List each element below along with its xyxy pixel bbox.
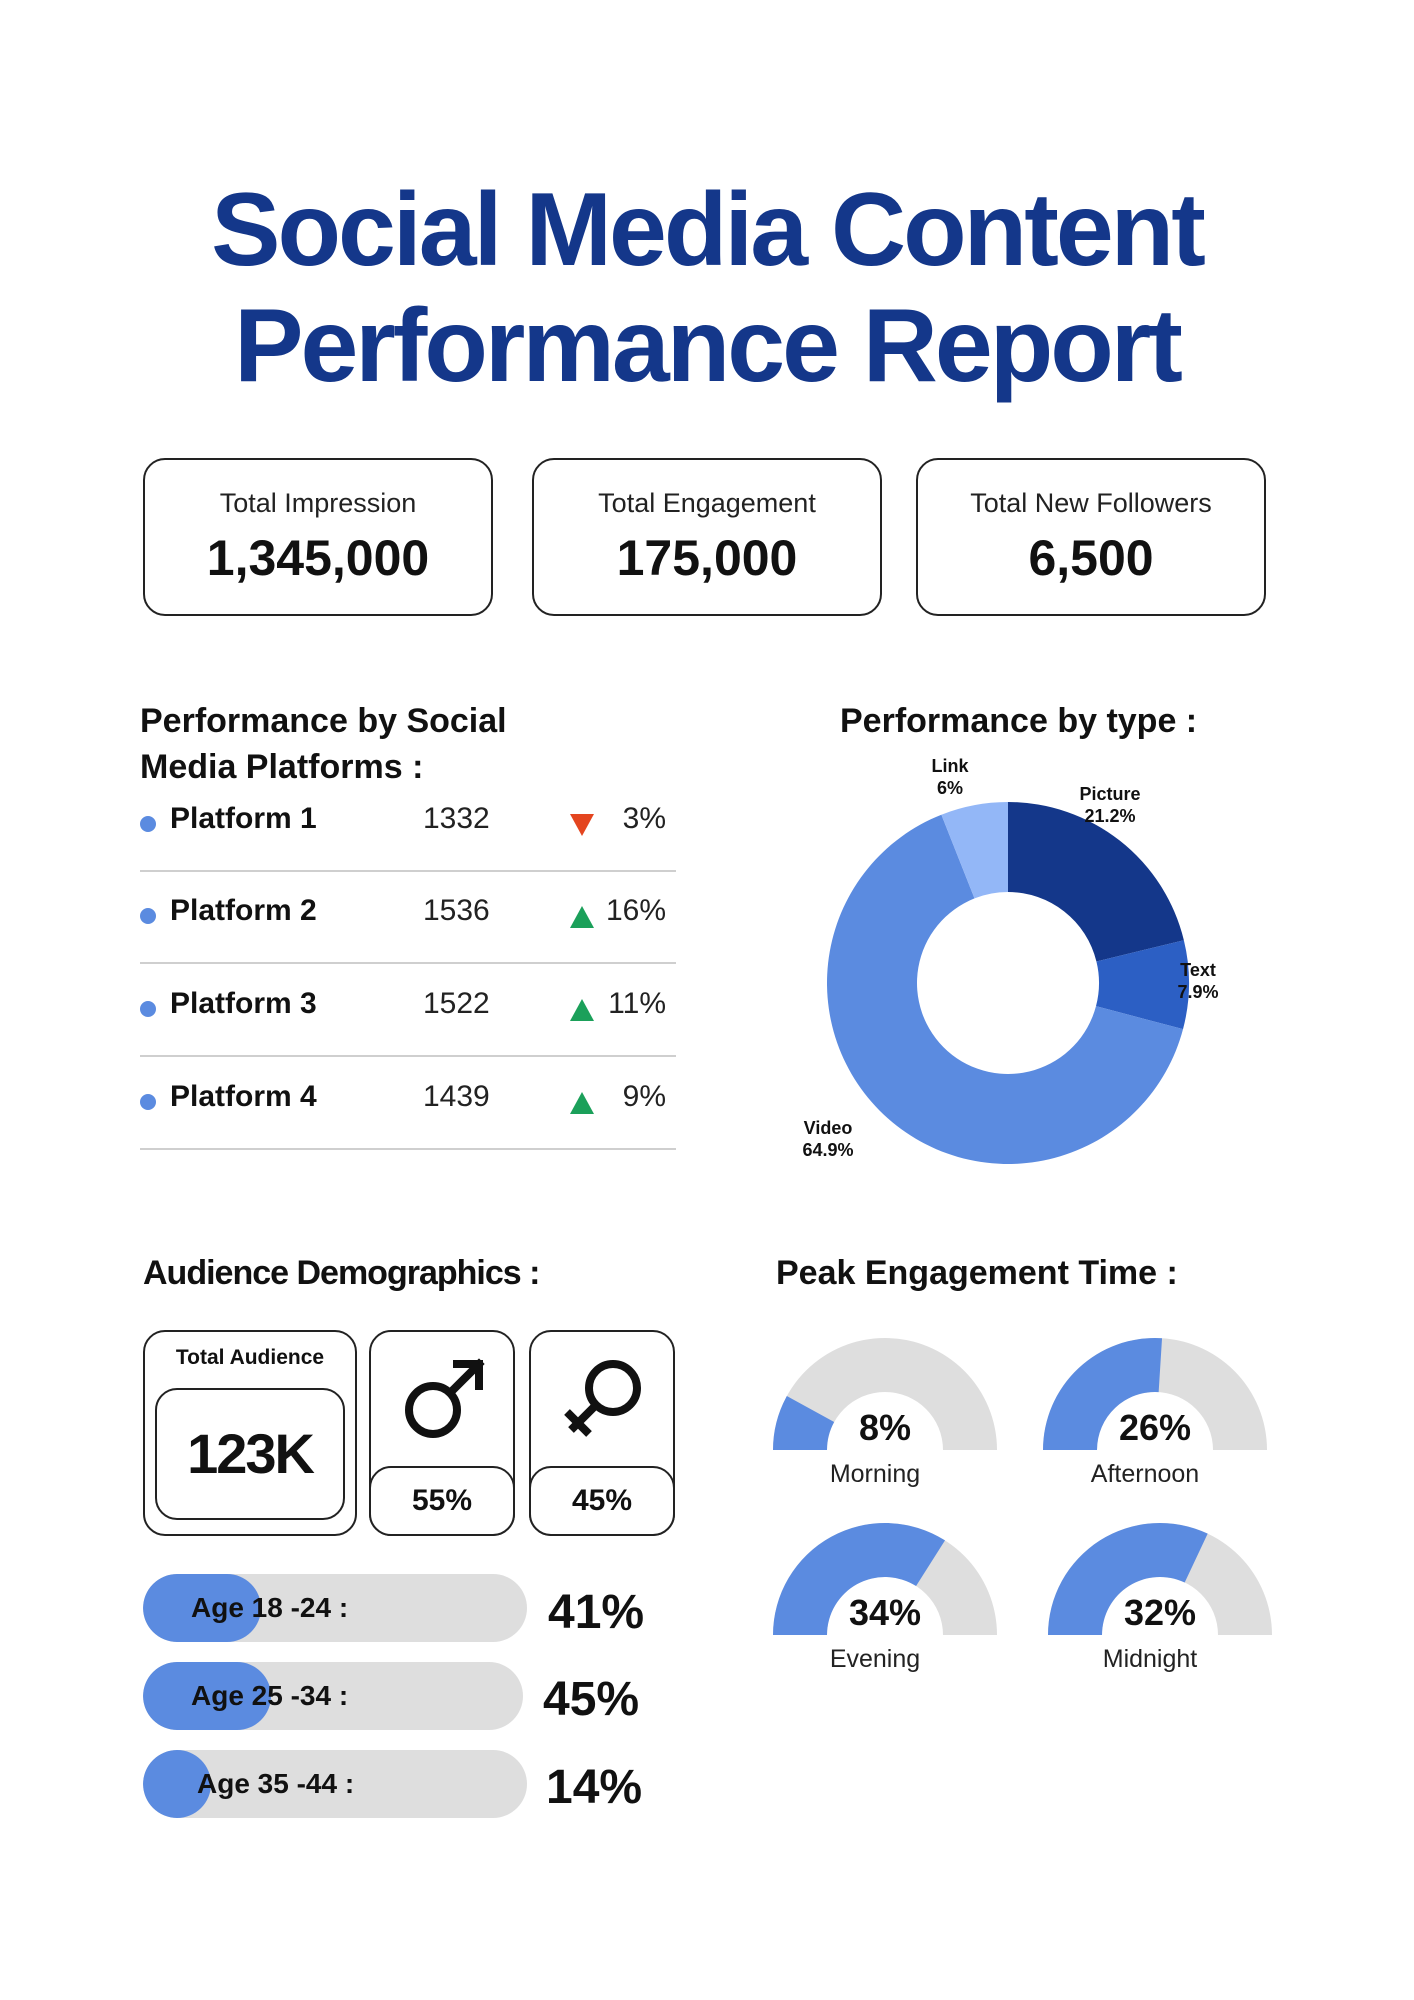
donut-label: Picture [1079,784,1140,804]
donut-slice-picture [1008,802,1184,962]
kpi-label: Total Impression [219,488,417,518]
platform-value: 1439 [423,1080,490,1113]
age-bar-fill [143,1750,211,1818]
kpi-value: 1,345,000 [206,530,430,586]
kpi-card-engagement: Total Engagement 175,000 [532,458,882,616]
donut-label: Video [804,1118,853,1138]
male-percentage: 55% [369,1466,515,1536]
donut-value-label: 6% [937,778,963,798]
trend-down-icon [570,814,594,836]
platform-name: Platform 3 [170,987,317,1020]
trend-up-icon [570,999,594,1021]
age-bar-label: Age 25 -34 : [191,1680,349,1711]
trend-up-icon [570,1092,594,1114]
gauge-fill [773,1523,946,1635]
age-bar-label: Age 18 -24 : [191,1592,349,1623]
platform-name: Platform 1 [170,802,317,835]
gauge-afternoon: 26% Afternoon [1043,1338,1267,1488]
age-bar-value: 14% [546,1761,643,1814]
age-bar-label: Age 35 -44 : [197,1768,355,1799]
female-card: 45% [529,1330,675,1536]
age-bar-track: Age 25 -34 : [143,1662,523,1730]
gauge-label: Morning [830,1460,920,1488]
type-chart-heading: Performance by type : [840,702,1198,740]
gauge-midnight: 32% Midnight [1048,1523,1272,1673]
demographics-heading: Audience Demographics : [143,1254,540,1292]
gauge-fill [773,1396,835,1450]
platforms-heading: Performance by Social Media Platforms : [140,698,507,790]
age-bar-track: Age 35 -44 : [143,1750,527,1818]
kpi-label: Total Engagement [598,488,816,518]
kpi-card-new-followers: Total New Followers 6,500 [916,458,1266,616]
donut-slice-video [827,814,1184,1164]
donut-label: Text [1180,960,1216,980]
gauge-fill [1043,1338,1163,1450]
donut-value-label: 21.2% [1084,806,1135,826]
gauge-value: 32% [1124,1592,1196,1633]
platform-row: Platform 2 1536 16% [140,872,676,964]
kpi-label: Total New Followers [970,488,1212,518]
bullet-dot-icon [140,1001,156,1017]
gauge-value: 34% [849,1592,921,1633]
platforms-heading-line-1: Performance by Social [140,702,507,740]
male-symbol-icon [405,1358,485,1438]
platform-change: 16% [605,894,666,927]
platform-row: Platform 4 1439 9% [140,1058,676,1150]
age-bar-fill [143,1662,272,1730]
male-card: 55% [369,1330,515,1536]
platform-row: Platform 3 1522 11% [140,965,676,1057]
kpi-card-impression: Total Impression 1,345,000 [143,458,493,616]
donut-label: Link [931,756,969,776]
kpi-value: 6,500 [1028,530,1154,586]
donut-value-label: 64.9% [802,1140,853,1160]
platform-name: Platform 4 [170,1080,317,1113]
age-bar-value: 41% [548,1586,645,1639]
gauge-evening: 34% Evening [773,1523,997,1673]
report-title-line-2: Performance Report [234,288,1183,404]
platform-change: 11% [608,987,666,1020]
platform-row: Platform 1 1332 3% [140,780,676,872]
report-title: Social Media Content Performance Report [0,172,1414,404]
peak-heading: Peak Engagement Time : [776,1254,1178,1292]
bullet-dot-icon [140,908,156,924]
gauge-morning: 8% Morning [773,1338,997,1488]
age-bar-value: 45% [543,1673,640,1726]
total-audience-card: Total Audience 123K [143,1330,357,1536]
gauge-label: Midnight [1103,1645,1198,1673]
total-audience-label: Total Audience [175,1346,325,1369]
bullet-dot-icon [140,816,156,832]
bullet-dot-icon [140,1094,156,1110]
donut-value-label: 7.9% [1177,982,1218,1002]
age-bar-fill [143,1574,262,1642]
gauge-fill [1048,1523,1208,1635]
total-audience-value: 123K [155,1388,345,1520]
platforms-heading-line-2: Media Platforms : [140,748,424,786]
platform-change: 3% [622,802,666,835]
report-title-line-1: Social Media Content [211,172,1206,288]
gauge-label: Evening [830,1645,920,1673]
donut-slice-link [941,802,1008,899]
platform-value: 1522 [423,987,490,1020]
gauge-value: 26% [1119,1407,1191,1448]
kpi-value: 175,000 [616,530,798,586]
platform-value: 1536 [423,894,490,927]
platform-change: 9% [622,1080,666,1113]
age-bar-track: Age 18 -24 : [143,1574,527,1642]
trend-up-icon [570,906,594,928]
platform-name: Platform 2 [170,894,317,927]
gauge-label: Afternoon [1091,1460,1199,1488]
gauge-value: 8% [859,1407,911,1448]
female-symbol-icon [564,1360,641,1437]
female-percentage: 45% [529,1466,675,1536]
donut-slice-text [1095,940,1189,1030]
peak-gauges-chart: 8% Morning 26% Afternoon 34% Evening 32% Midnig… [773,1338,1272,1673]
platform-value: 1332 [423,802,490,835]
